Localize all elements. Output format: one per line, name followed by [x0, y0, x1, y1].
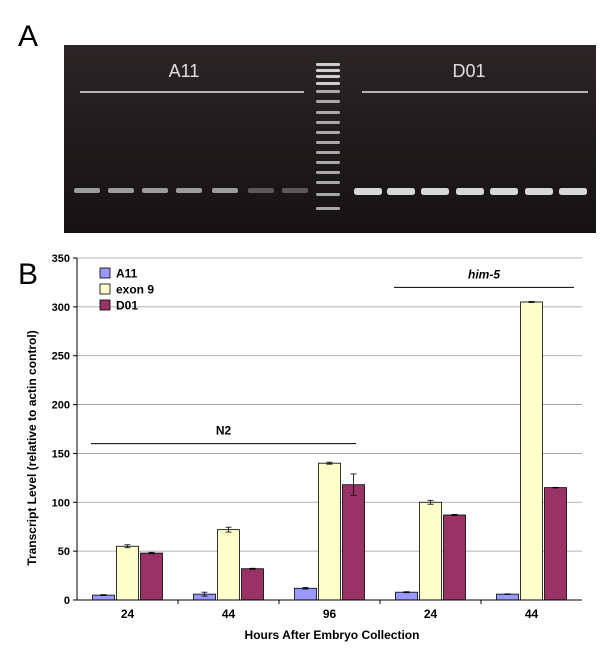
- bar-exon-9: [318, 462, 341, 601]
- chart-axes: 0 50 100 150 200 250 300 350 24 44 96 24 44: [52, 253, 582, 621]
- gel-band-a11: [142, 188, 168, 193]
- ladder-band: [316, 63, 340, 66]
- ladder-band: [316, 151, 340, 154]
- ladder-band: [316, 121, 340, 124]
- ladder-band: [316, 193, 340, 196]
- gel-band-a11: [74, 188, 100, 193]
- gel-band-a11: [108, 188, 134, 193]
- group-label: N2: [216, 424, 232, 438]
- gel-band-a11: [282, 188, 308, 193]
- group-label: him-5: [468, 267, 500, 281]
- chart-groups: N2 him-5: [91, 267, 574, 445]
- gel-band-d01: [387, 188, 415, 195]
- bar-d01: [241, 568, 264, 601]
- bar-a11: [294, 587, 317, 601]
- y-tick-label: 50: [58, 546, 70, 558]
- gel-band-d01: [490, 188, 518, 195]
- legend-label: exon 9: [116, 283, 154, 297]
- gel-band-a11: [212, 188, 238, 193]
- ladder-band: [316, 111, 340, 114]
- ladder-band: [316, 69, 340, 72]
- bar-d01: [443, 514, 466, 601]
- ladder-band: [316, 131, 340, 134]
- bar-exon-9: [217, 529, 240, 601]
- y-tick-label: 300: [52, 302, 70, 314]
- x-axis-label: Hours After Embryo Collection: [245, 628, 420, 642]
- x-tick-label: 24: [121, 607, 135, 621]
- bar-a11: [395, 591, 418, 601]
- bar-d01: [342, 484, 365, 601]
- legend-swatch: [99, 283, 111, 295]
- gel-band-d01: [456, 188, 484, 195]
- bar-d01: [140, 552, 163, 601]
- ladder-band: [316, 161, 340, 164]
- bar-d01: [544, 487, 567, 601]
- bar-exon-9: [116, 545, 139, 601]
- y-tick-label: 250: [52, 351, 70, 363]
- ladder-band: [316, 82, 340, 85]
- gel-ladder: [316, 63, 340, 210]
- legend-label: D01: [116, 299, 138, 313]
- ladder-band: [316, 207, 340, 210]
- gel-band-d01: [421, 188, 449, 195]
- gel-band-a11: [248, 188, 274, 193]
- panel-b-letter: B: [18, 258, 39, 291]
- bar-a11: [496, 593, 519, 601]
- gel-band-d01: [525, 188, 553, 195]
- ladder-band: [316, 171, 340, 174]
- bar-exon-9: [419, 501, 442, 601]
- chart-legend: A11 exon 9 D01: [99, 267, 154, 313]
- ladder-band: [316, 100, 340, 103]
- x-tick-label: 44: [525, 607, 539, 621]
- ladder-band: [316, 75, 340, 78]
- gel-band-d01: [559, 188, 587, 195]
- x-tick-label: 96: [323, 607, 337, 621]
- y-tick-label: 100: [52, 497, 70, 509]
- ladder-band: [316, 181, 340, 184]
- gel-label-d01: D01: [452, 61, 485, 81]
- y-tick-label: 0: [64, 595, 70, 607]
- gel-background: [64, 45, 596, 233]
- legend-swatch: [99, 299, 111, 311]
- gel-image: A11 D01: [64, 45, 596, 233]
- y-axis-label: Transcript Level (relative to actin cont…: [25, 330, 39, 565]
- gel-band-d01: [354, 188, 382, 195]
- ladder-band: [316, 90, 340, 93]
- legend-swatch: [99, 267, 111, 279]
- bar-exon-9: [520, 301, 543, 601]
- panel-a-letter: A: [18, 20, 39, 53]
- gel-bands: [74, 188, 587, 195]
- x-tick-label: 24: [424, 607, 438, 621]
- gel-band-a11: [176, 188, 202, 193]
- legend-label: A11: [116, 267, 138, 281]
- y-tick-label: 200: [52, 400, 70, 412]
- ladder-band: [316, 141, 340, 144]
- gel-label-a11: A11: [169, 61, 200, 81]
- y-tick-label: 350: [52, 253, 70, 265]
- y-tick-label: 150: [52, 448, 70, 460]
- x-tick-label: 44: [222, 607, 236, 621]
